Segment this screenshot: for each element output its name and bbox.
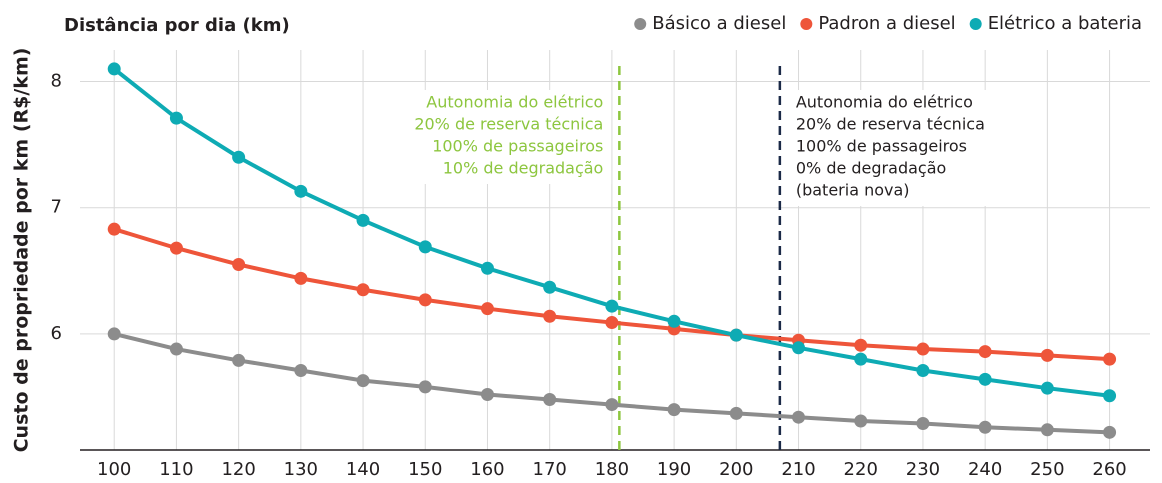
point [1103, 352, 1117, 366]
x-tick-label: 170 [533, 459, 567, 480]
x-tick-label: 240 [968, 459, 1002, 480]
legend-label: Elétrico a bateria [988, 13, 1142, 34]
point [667, 314, 681, 328]
point [1040, 381, 1054, 395]
point [605, 299, 619, 313]
x-tick-label: 190 [657, 459, 691, 480]
annotation: 20% de reserva técnica [796, 115, 985, 134]
annotation: 10% de degradação [443, 159, 604, 178]
x-tick-label: 160 [470, 459, 504, 480]
point [294, 271, 308, 285]
point [916, 364, 930, 378]
legend-label: Básico a diesel [652, 13, 786, 34]
point [605, 398, 619, 412]
point [356, 374, 370, 388]
point [169, 342, 183, 356]
point [232, 150, 246, 164]
annotation: Autonomia do elétrico [796, 93, 973, 112]
x-tick-label: 120 [221, 459, 255, 480]
point [107, 62, 121, 76]
point [978, 372, 992, 386]
x-tick-label: 220 [844, 459, 878, 480]
point [792, 341, 806, 355]
annotation-bg [785, 90, 1011, 206]
point [978, 420, 992, 434]
point [854, 338, 868, 352]
point [107, 327, 121, 341]
point [729, 328, 743, 342]
annotation: (bateria nova) [796, 181, 910, 200]
point [1103, 389, 1117, 403]
point [232, 353, 246, 367]
point [107, 222, 121, 236]
annotation: Autonomia do elétrico [426, 93, 603, 112]
point [916, 417, 930, 431]
point [667, 403, 681, 417]
point [418, 293, 432, 307]
point [356, 283, 370, 297]
point [169, 241, 183, 255]
point [543, 393, 557, 407]
point [543, 280, 557, 294]
x-tick-label: 260 [1092, 459, 1126, 480]
point [854, 352, 868, 366]
point [543, 309, 557, 323]
x-tick-label: 140 [346, 459, 380, 480]
y-axis-label: Custo de propriedade por km (R$/km) [11, 48, 33, 453]
annotation: 20% de reserva técnica [414, 115, 603, 134]
legend-marker [800, 18, 813, 30]
x-tick-label: 200 [719, 459, 753, 480]
chart-title: Distância por dia (km) [64, 15, 290, 36]
x-tick-label: 250 [1030, 459, 1064, 480]
legend-label: Padron a diesel [818, 13, 955, 34]
point [418, 240, 432, 254]
legend-marker [969, 18, 982, 30]
point [294, 364, 308, 378]
x-tick-label: 150 [408, 459, 442, 480]
point [1040, 423, 1054, 437]
legend-marker [634, 18, 647, 30]
annotation: 0% de degradação [796, 159, 946, 178]
y-tick-label: 6 [51, 323, 62, 344]
point [480, 261, 494, 275]
annotation: 100% de passageiros [796, 137, 967, 156]
point [480, 387, 494, 401]
point [480, 302, 494, 316]
x-tick-label: 110 [159, 459, 193, 480]
x-tick-label: 230 [906, 459, 940, 480]
point [169, 111, 183, 125]
y-tick-label: 7 [51, 197, 62, 218]
x-tick-label: 100 [97, 459, 131, 480]
point [1040, 348, 1054, 362]
point [1103, 425, 1117, 439]
annotation-bg [386, 90, 612, 184]
point [605, 316, 619, 330]
point [418, 380, 432, 394]
point [854, 414, 868, 428]
point [978, 345, 992, 359]
x-tick-label: 180 [595, 459, 629, 480]
point [916, 342, 930, 356]
point [356, 213, 370, 227]
x-tick-label: 210 [781, 459, 815, 480]
x-tick-label: 130 [284, 459, 318, 480]
annotation: 100% de passageiros [432, 137, 603, 156]
point [729, 406, 743, 420]
point [792, 410, 806, 424]
point [232, 258, 246, 272]
point [294, 184, 308, 198]
y-tick-label: 8 [51, 71, 62, 92]
